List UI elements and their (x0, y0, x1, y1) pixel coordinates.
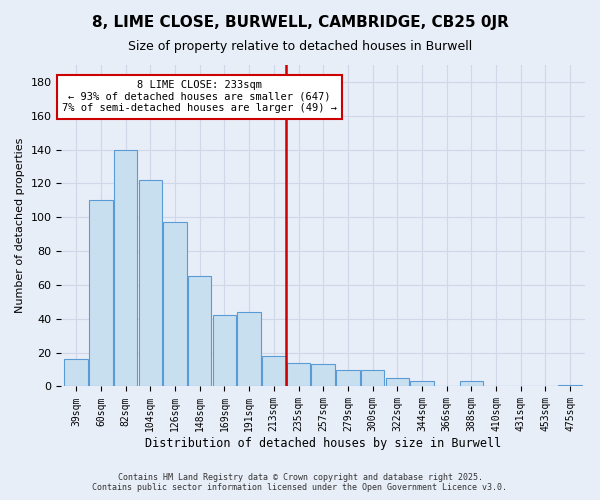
Bar (89, 200, 113, 386)
Bar (139, 180, 162, 386)
Text: Contains HM Land Registry data © Crown copyright and database right 2025.
Contai: Contains HM Land Registry data © Crown c… (92, 473, 508, 492)
Text: 8 LIME CLOSE: 233sqm
← 93% of detached houses are smaller (647)
7% of semi-detac: 8 LIME CLOSE: 233sqm ← 93% of detached h… (62, 80, 337, 114)
Bar (410, 382, 434, 386)
Bar (287, 363, 310, 386)
Bar (559, 385, 582, 386)
Bar (262, 356, 286, 386)
Bar (460, 382, 483, 386)
Y-axis label: Number of detached properties: Number of detached properties (15, 138, 25, 314)
Bar (361, 370, 385, 386)
Bar (311, 364, 335, 386)
Bar (188, 276, 211, 386)
Bar (212, 316, 236, 386)
Bar (386, 378, 409, 386)
Text: 8, LIME CLOSE, BURWELL, CAMBRIDGE, CB25 0JR: 8, LIME CLOSE, BURWELL, CAMBRIDGE, CB25 … (92, 15, 508, 30)
Text: Size of property relative to detached houses in Burwell: Size of property relative to detached ho… (128, 40, 472, 53)
X-axis label: Distribution of detached houses by size in Burwell: Distribution of detached houses by size … (145, 437, 502, 450)
Bar (163, 222, 187, 386)
Bar (238, 312, 261, 386)
Bar (336, 370, 359, 386)
Bar (114, 150, 137, 386)
Bar (64, 360, 88, 386)
